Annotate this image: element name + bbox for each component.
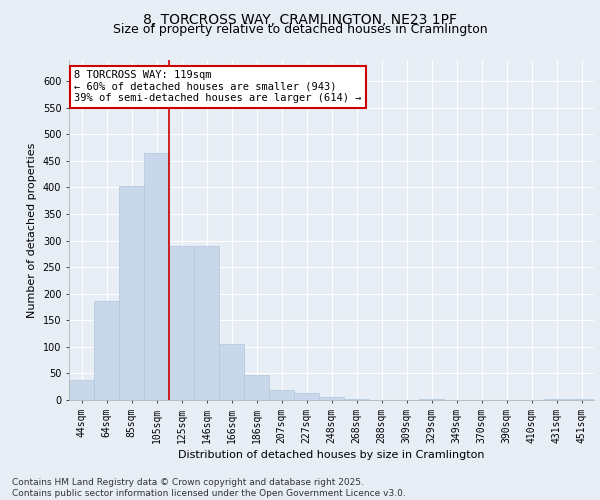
Bar bbox=[294, 393, 319, 400]
Bar bbox=[69, 380, 94, 400]
Bar bbox=[194, 246, 219, 400]
Bar bbox=[144, 153, 169, 400]
Y-axis label: Number of detached properties: Number of detached properties bbox=[27, 142, 37, 318]
Text: 8, TORCROSS WAY, CRAMLINGTON, NE23 1PF: 8, TORCROSS WAY, CRAMLINGTON, NE23 1PF bbox=[143, 12, 457, 26]
Bar bbox=[269, 390, 294, 400]
Bar bbox=[119, 186, 144, 400]
Bar bbox=[219, 344, 244, 400]
Bar bbox=[94, 300, 119, 400]
Bar bbox=[244, 374, 269, 400]
Bar bbox=[169, 246, 194, 400]
X-axis label: Distribution of detached houses by size in Cramlington: Distribution of detached houses by size … bbox=[178, 450, 485, 460]
Text: Size of property relative to detached houses in Cramlington: Size of property relative to detached ho… bbox=[113, 22, 487, 36]
Bar bbox=[319, 397, 344, 400]
Text: 8 TORCROSS WAY: 119sqm
← 60% of detached houses are smaller (943)
39% of semi-de: 8 TORCROSS WAY: 119sqm ← 60% of detached… bbox=[74, 70, 362, 103]
Text: Contains HM Land Registry data © Crown copyright and database right 2025.
Contai: Contains HM Land Registry data © Crown c… bbox=[12, 478, 406, 498]
